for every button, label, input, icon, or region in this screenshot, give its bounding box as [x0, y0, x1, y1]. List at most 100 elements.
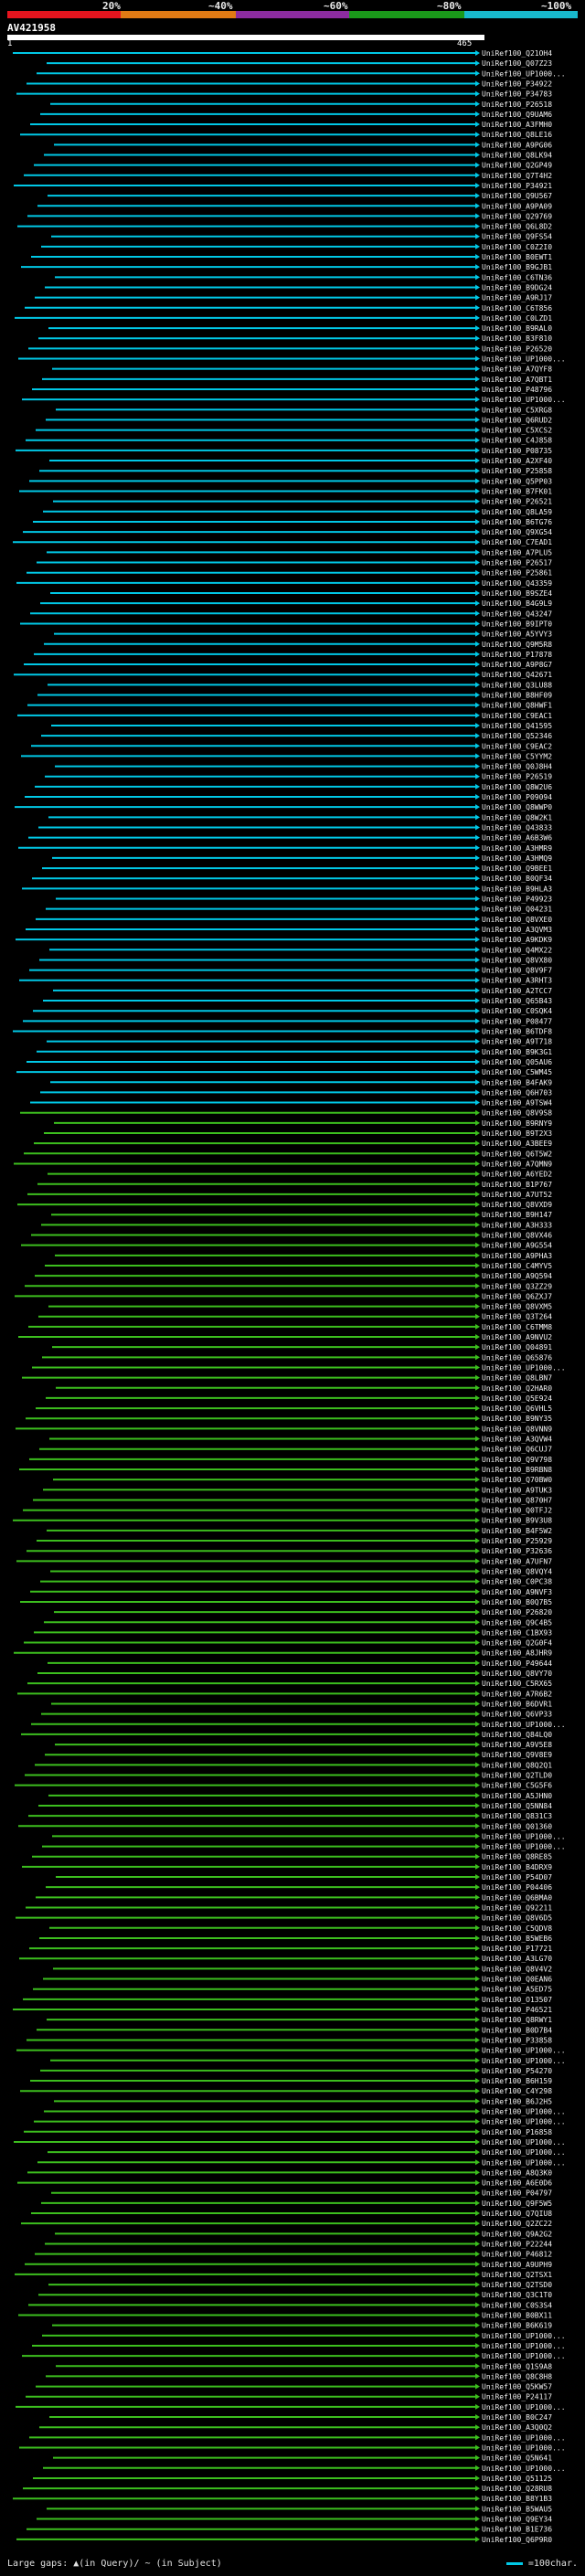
hit-label[interactable]: UniRef100_Q9UAM6	[482, 111, 552, 119]
hit-label[interactable]: UniRef100_Q3LU88	[482, 681, 552, 689]
hit-label[interactable]: UniRef100_P17878	[482, 651, 552, 659]
hit-label[interactable]: UniRef100_UP1000...	[482, 2158, 566, 2167]
hit-label[interactable]: UniRef100_Q8VNN9	[482, 1425, 552, 1433]
hit-label[interactable]: UniRef100_Q84LQ0	[482, 1731, 552, 1739]
hit-label[interactable]: UniRef100_B9GJB1	[482, 263, 552, 271]
hit-label[interactable]: UniRef100_B6K619	[482, 2322, 552, 2330]
hit-label[interactable]: UniRef100_A5YVY3	[482, 631, 552, 639]
hit-label[interactable]: UniRef100_UP1000...	[482, 2108, 566, 2116]
hit-label[interactable]: UniRef100_B0D7B4	[482, 2026, 552, 2034]
hit-label[interactable]: UniRef100_B4FAK9	[482, 1078, 552, 1087]
hit-label[interactable]: UniRef100_P46521	[482, 2006, 552, 2014]
hit-label[interactable]: UniRef100_A2XF40	[482, 457, 552, 465]
hit-label[interactable]: UniRef100_A3H333	[482, 1221, 552, 1229]
hit-label[interactable]: UniRef100_Q6ZXJ7	[482, 1292, 552, 1300]
hit-label[interactable]: UniRef100_Q51125	[482, 2475, 552, 2483]
hit-label[interactable]: UniRef100_P32636	[482, 1547, 552, 1555]
hit-label[interactable]: UniRef100_Q2TSD0	[482, 2281, 552, 2289]
hit-label[interactable]: UniRef100_Q8VXM5	[482, 1303, 552, 1311]
hit-label[interactable]: UniRef100_Q21OH4	[482, 49, 552, 58]
hit-label[interactable]: UniRef100_Q8VX80	[482, 956, 552, 964]
hit-label[interactable]: UniRef100_B9RNY9	[482, 1119, 552, 1128]
hit-label[interactable]: UniRef100_A8Q3K0	[482, 2168, 552, 2177]
hit-label[interactable]: UniRef100_UP1000...	[482, 1721, 566, 1729]
hit-label[interactable]: UniRef100_B4F5W2	[482, 1527, 552, 1535]
hit-label[interactable]: UniRef100_P26517	[482, 559, 552, 567]
hit-label[interactable]: UniRef100_Q8WWP0	[482, 803, 552, 811]
hit-label[interactable]: UniRef100_Q3T264	[482, 1313, 552, 1321]
hit-label[interactable]: UniRef100_P04406	[482, 1883, 552, 1892]
hit-label[interactable]: UniRef100_Q04231	[482, 906, 552, 914]
hit-label[interactable]: UniRef100_A7QMN9	[482, 1160, 552, 1168]
hit-label[interactable]: UniRef100_C7EAD1	[482, 538, 552, 546]
hit-label[interactable]: UniRef100_C9EAC2	[482, 742, 552, 750]
hit-label[interactable]: UniRef100_A9NVU2	[482, 1333, 552, 1341]
hit-label[interactable]: UniRef100_C5XRG8	[482, 406, 552, 414]
hit-label[interactable]: UniRef100_B0QF34	[482, 875, 552, 883]
hit-label[interactable]: UniRef100_Q3C1T0	[482, 2291, 552, 2299]
hit-label[interactable]: UniRef100_Q42671	[482, 671, 552, 679]
hit-label[interactable]: UniRef100_A3FMH0	[482, 121, 552, 129]
hit-label[interactable]: UniRef100_C0S3S4	[482, 2301, 552, 2309]
hit-label[interactable]: UniRef100_P26518	[482, 101, 552, 109]
hit-label[interactable]: UniRef100_Q5E924	[482, 1394, 552, 1403]
hit-label[interactable]: UniRef100_Q41595	[482, 722, 552, 730]
hit-label[interactable]: UniRef100_C1BX93	[482, 1628, 552, 1637]
hit-label[interactable]: UniRef100_B9HLA3	[482, 885, 552, 893]
hit-label[interactable]: UniRef100_P48796	[482, 386, 552, 394]
hit-label[interactable]: UniRef100_C0Z2I0	[482, 243, 552, 251]
hit-label[interactable]: UniRef100_P22244	[482, 2240, 552, 2248]
hit-label[interactable]: UniRef100_A7UT52	[482, 1191, 552, 1199]
hit-label[interactable]: UniRef100_B6TDF8	[482, 1027, 552, 1035]
hit-label[interactable]: UniRef100_A2TCC7	[482, 987, 552, 995]
hit-label[interactable]: UniRef100_B4DRX9	[482, 1863, 552, 1871]
hit-label[interactable]: UniRef100_Q5KW57	[482, 2383, 552, 2391]
hit-label[interactable]: UniRef100_UP1000...	[482, 2465, 566, 2473]
hit-label[interactable]: UniRef100_UP1000...	[482, 1843, 566, 1851]
hit-label[interactable]: UniRef100_P34922	[482, 80, 552, 88]
hit-label[interactable]: UniRef100_A8JHR9	[482, 1649, 552, 1658]
hit-label[interactable]: UniRef100_A9TUK3	[482, 1486, 552, 1494]
hit-label[interactable]: UniRef100_Q8Q2Q1	[482, 1761, 552, 1769]
hit-label[interactable]: UniRef100_Q9EY34	[482, 2516, 552, 2524]
hit-label[interactable]: UniRef100_P26519	[482, 773, 552, 781]
hit-label[interactable]: UniRef100_Q0EAN6	[482, 1976, 552, 1984]
hit-label[interactable]: UniRef100_A9UPH9	[482, 2261, 552, 2269]
hit-label[interactable]: UniRef100_Q2ZC22	[482, 2220, 552, 2228]
hit-label[interactable]: UniRef100_A9PHA3	[482, 1252, 552, 1260]
hit-label[interactable]: UniRef100_B4G9L9	[482, 599, 552, 608]
hit-label[interactable]: UniRef100_B6H159	[482, 2077, 552, 2085]
hit-label[interactable]: UniRef100_A9Q594	[482, 1272, 552, 1280]
hit-label[interactable]: UniRef100_C0LZD1	[482, 314, 552, 323]
hit-label[interactable]: UniRef100_Q8W2K1	[482, 813, 552, 822]
hit-label[interactable]: UniRef100_A3HMR9	[482, 844, 552, 853]
hit-label[interactable]: UniRef100_A9T718	[482, 1038, 552, 1046]
hit-label[interactable]: UniRef100_P08477	[482, 1017, 552, 1025]
hit-label[interactable]: UniRef100_Q6H703	[482, 1088, 552, 1097]
hit-label[interactable]: UniRef100_B9V3U8	[482, 1517, 552, 1525]
hit-label[interactable]: UniRef100_P25929	[482, 1537, 552, 1545]
hit-label[interactable]: UniRef100_C4J858	[482, 437, 552, 445]
hit-label[interactable]: UniRef100_Q01360	[482, 1822, 552, 1830]
hit-label[interactable]: UniRef100_Q0J8H4	[482, 763, 552, 771]
hit-label[interactable]: UniRef100_A7QBT1	[482, 376, 552, 384]
hit-label[interactable]: UniRef100_Q8LBN7	[482, 1374, 552, 1383]
hit-label[interactable]: UniRef100_A9RJ17	[482, 294, 552, 302]
hit-label[interactable]: UniRef100_Q43247	[482, 610, 552, 618]
hit-label[interactable]: UniRef100_A3QVW4	[482, 1436, 552, 1444]
hit-label[interactable]: UniRef100_Q831C3	[482, 1812, 552, 1820]
hit-label[interactable]: UniRef100_B0BX11	[482, 2312, 552, 2320]
hit-label[interactable]: UniRef100_Q9M5R8	[482, 641, 552, 649]
hit-label[interactable]: UniRef100_UP1000...	[482, 1363, 566, 1372]
hit-label[interactable]: UniRef100_C5XCS2	[482, 427, 552, 435]
hit-label[interactable]: UniRef100_C6T856	[482, 304, 552, 313]
hit-label[interactable]: UniRef100_A6YED2	[482, 1171, 552, 1179]
hit-label[interactable]: UniRef100_Q1S9A8	[482, 2362, 552, 2370]
hit-label[interactable]: UniRef100_Q3ZZ29	[482, 1282, 552, 1290]
hit-label[interactable]: UniRef100_Q8LA59	[482, 508, 552, 516]
hit-label[interactable]: UniRef100_Q8LK94	[482, 152, 552, 160]
hit-label[interactable]: UniRef100_Q6CUJ7	[482, 1446, 552, 1454]
hit-label[interactable]: UniRef100_B9K3G1	[482, 1048, 552, 1056]
hit-label[interactable]: UniRef100_A9NVF3	[482, 1588, 552, 1596]
hit-label[interactable]: UniRef100_A3LG70	[482, 1955, 552, 1963]
